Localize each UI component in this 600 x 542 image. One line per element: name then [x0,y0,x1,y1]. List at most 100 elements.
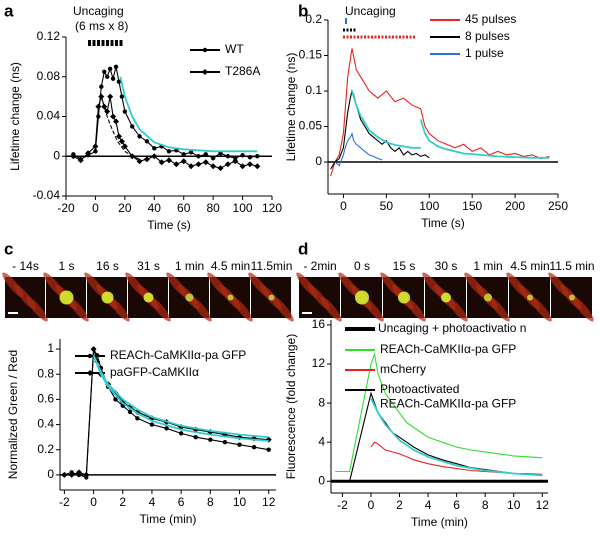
cell [190,296,212,322]
marker [87,353,93,359]
spot [355,290,369,305]
x-tick-label: 4 [425,498,432,512]
marker [107,93,114,100]
marker [166,149,172,154]
marker [105,74,110,79]
x-tick-label: 6 [453,498,460,512]
image-label: 1 s [58,259,74,273]
marker [195,161,202,168]
x-tick-label: 10 [507,498,521,512]
marker [180,158,187,165]
y-tick-label: 0.04 [37,109,61,123]
x-tick-label: 4 [149,495,156,509]
marker [196,154,201,159]
series-line [330,48,550,177]
marker [143,156,150,163]
image-label: 11.5min [251,259,293,273]
uncaging-marks [88,18,415,46]
marker [61,471,68,478]
marker [224,161,231,168]
legend-label: Photoactivated REACh-CaMKIIα-pa GFP [380,382,516,410]
cell [362,296,384,322]
spot [101,291,114,304]
y-tick-label: 0.4 [37,417,54,431]
marker [122,109,128,114]
x-tick-label: -2 [337,498,348,512]
image-label: 4.5 min [510,259,549,273]
image-label: - 14s [12,259,39,273]
spot [484,293,492,302]
y-tick-label: 0 [47,467,54,481]
x-tick-label: 250 [548,199,568,213]
marker [240,153,245,158]
marker [113,64,119,70]
x-tick-label: 10 [233,495,247,509]
y-tick-label: 12 [312,356,326,370]
legend-label: paGFP-CaMKIIα [110,365,199,379]
y-tick-label: 4 [318,434,325,448]
marker [137,134,142,139]
x-tick-label: 50 [380,199,394,213]
marker [181,152,186,157]
marker [75,469,82,476]
annotation: (6 ms x 8) [75,19,128,33]
series-line [370,397,543,477]
marker [149,422,155,427]
marker [152,146,157,151]
marker [178,431,184,436]
x-tick-label: 60 [177,201,191,215]
marker [254,163,261,170]
x-tick-label: 0 [368,498,375,512]
marker [202,69,208,75]
marker [90,346,97,353]
marker [217,165,224,172]
cell [446,296,468,322]
marker [70,153,77,160]
marker [246,161,253,168]
y-tick-label: 0.8 [37,366,54,380]
image-label: 11.5 min [549,259,594,273]
marker [107,66,113,72]
series-line [351,90,421,149]
y-tick-label: 0.15 [299,48,323,62]
marker [164,426,169,431]
panel-label: b [298,1,308,20]
marker [118,138,125,145]
marker [255,154,260,159]
legend-label: 8 pulses [465,29,510,43]
x-tick-label: 100 [419,199,439,213]
cell [530,296,552,322]
marker [251,445,257,450]
marker [247,155,253,160]
x-tick-label: 0 [92,201,99,215]
series-line [419,119,550,159]
marker [136,158,143,165]
marker [121,143,128,150]
y-tick-label: 0 [318,473,325,487]
marker [68,471,75,478]
y-tick-label: 1 [47,341,54,355]
y-tick-label: 16 [312,317,326,331]
marker [99,84,104,89]
spot [441,292,451,303]
marker [87,370,93,376]
image-label: 16 s [96,259,119,273]
marker [202,159,209,166]
marker [113,397,118,402]
cell [488,296,510,322]
y-axis-label: Lifetime change (ns) [284,53,298,162]
legend-label: T286A [225,64,260,78]
series-line [119,76,258,153]
y-tick-label: 0 [53,148,60,162]
spot [268,294,275,301]
series-line [330,89,430,170]
spot [143,292,154,303]
marker [208,437,213,442]
y-tick-label: 0.05 [299,119,323,133]
marker [232,158,239,165]
x-tick-label: 12 [536,498,550,512]
spot [569,294,575,301]
annotation: Uncaging [73,4,124,18]
cell [320,296,342,322]
x-tick-label: 6 [178,495,185,509]
